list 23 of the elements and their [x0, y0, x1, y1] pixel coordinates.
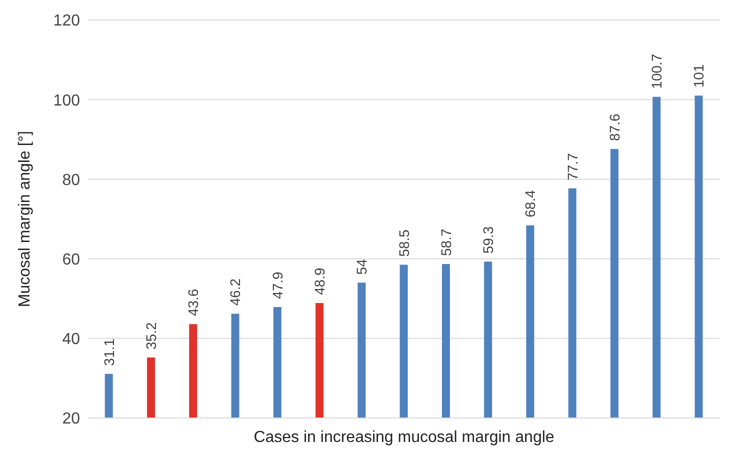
data-label: 46.2 [227, 278, 244, 306]
data-label: 59.3 [480, 226, 496, 254]
data-label: 35.2 [142, 322, 159, 350]
data-label: 87.6 [606, 113, 622, 141]
data-label: 47.9 [269, 271, 286, 299]
data-label: 68.4 [522, 190, 538, 218]
data-label: 54 [354, 258, 370, 275]
data-label: 101 [690, 64, 707, 88]
y-tick-label: 60 [62, 251, 80, 268]
data-label: 58.5 [396, 229, 412, 257]
y-tick-label: 120 [53, 12, 80, 30]
data-label: 58.7 [438, 228, 454, 256]
data-label: 31.1 [100, 338, 117, 366]
y-axis-title: Mucosal margin angle [°] [16, 130, 34, 308]
data-label: 100.7 [648, 54, 665, 89]
y-tick-label: 40 [62, 331, 80, 348]
x-axis-title: Cases in increasing mucosal margin angle [254, 429, 554, 446]
data-label: 77.7 [564, 152, 580, 180]
y-tick-label: 100 [53, 92, 80, 110]
data-label: 48.9 [312, 268, 328, 295]
y-tick-label: 20 [62, 410, 80, 428]
data-label: 43.6 [185, 288, 202, 316]
y-tick-label: 80 [62, 172, 80, 189]
